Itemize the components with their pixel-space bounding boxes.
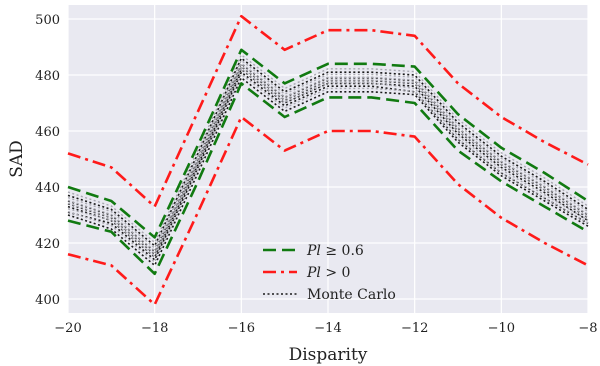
series-line-dashed	[67, 82, 589, 276]
legend: Pl ≥ 0.6 Pl > 0 Monte Carlo	[263, 243, 396, 303]
y-tick-label: 400	[35, 293, 60, 308]
x-tick-label: −20	[54, 321, 81, 336]
y-tick-label: 440	[35, 181, 60, 196]
monte-carlo-ghost-line	[67, 73, 589, 264]
x-axis-label: Disparity	[289, 345, 368, 365]
legend-label: Monte Carlo	[307, 287, 396, 303]
series-line-dashed	[67, 48, 589, 239]
monte-carlo-ghost-line	[67, 62, 589, 252]
x-tick-label: −8	[578, 321, 597, 336]
x-tick-label: −12	[401, 321, 428, 336]
x-axis-ticks: −20 −18 −16 −14 −12 −10 −8	[54, 321, 597, 336]
y-tick-label: 500	[35, 13, 60, 28]
series-layer	[67, 14, 589, 306]
monte-carlo-ghost-line	[67, 67, 589, 258]
monte-carlo-ghost-line	[67, 64, 589, 255]
monte-carlo-ghost-line	[67, 53, 589, 244]
legend-label: Pl > 0	[306, 265, 350, 281]
y-tick-label: 480	[35, 69, 60, 84]
y-tick-label: 460	[35, 125, 60, 140]
series-line-dotted	[67, 77, 589, 267]
x-tick-label: −16	[228, 321, 255, 336]
monte-carlo-ghost-line	[67, 59, 589, 250]
x-tick-label: −14	[314, 321, 341, 336]
legend-label: Pl ≥ 0.6	[306, 243, 364, 259]
x-tick-label: −18	[141, 321, 168, 336]
x-tick-label: −10	[488, 321, 515, 336]
y-axis-label: SAD	[7, 140, 27, 178]
series-line-dotted	[67, 57, 589, 247]
y-axis-ticks: 400 420 440 460 480 500	[35, 13, 60, 308]
series-line-dashdot	[67, 115, 589, 306]
y-tick-label: 420	[35, 237, 60, 252]
